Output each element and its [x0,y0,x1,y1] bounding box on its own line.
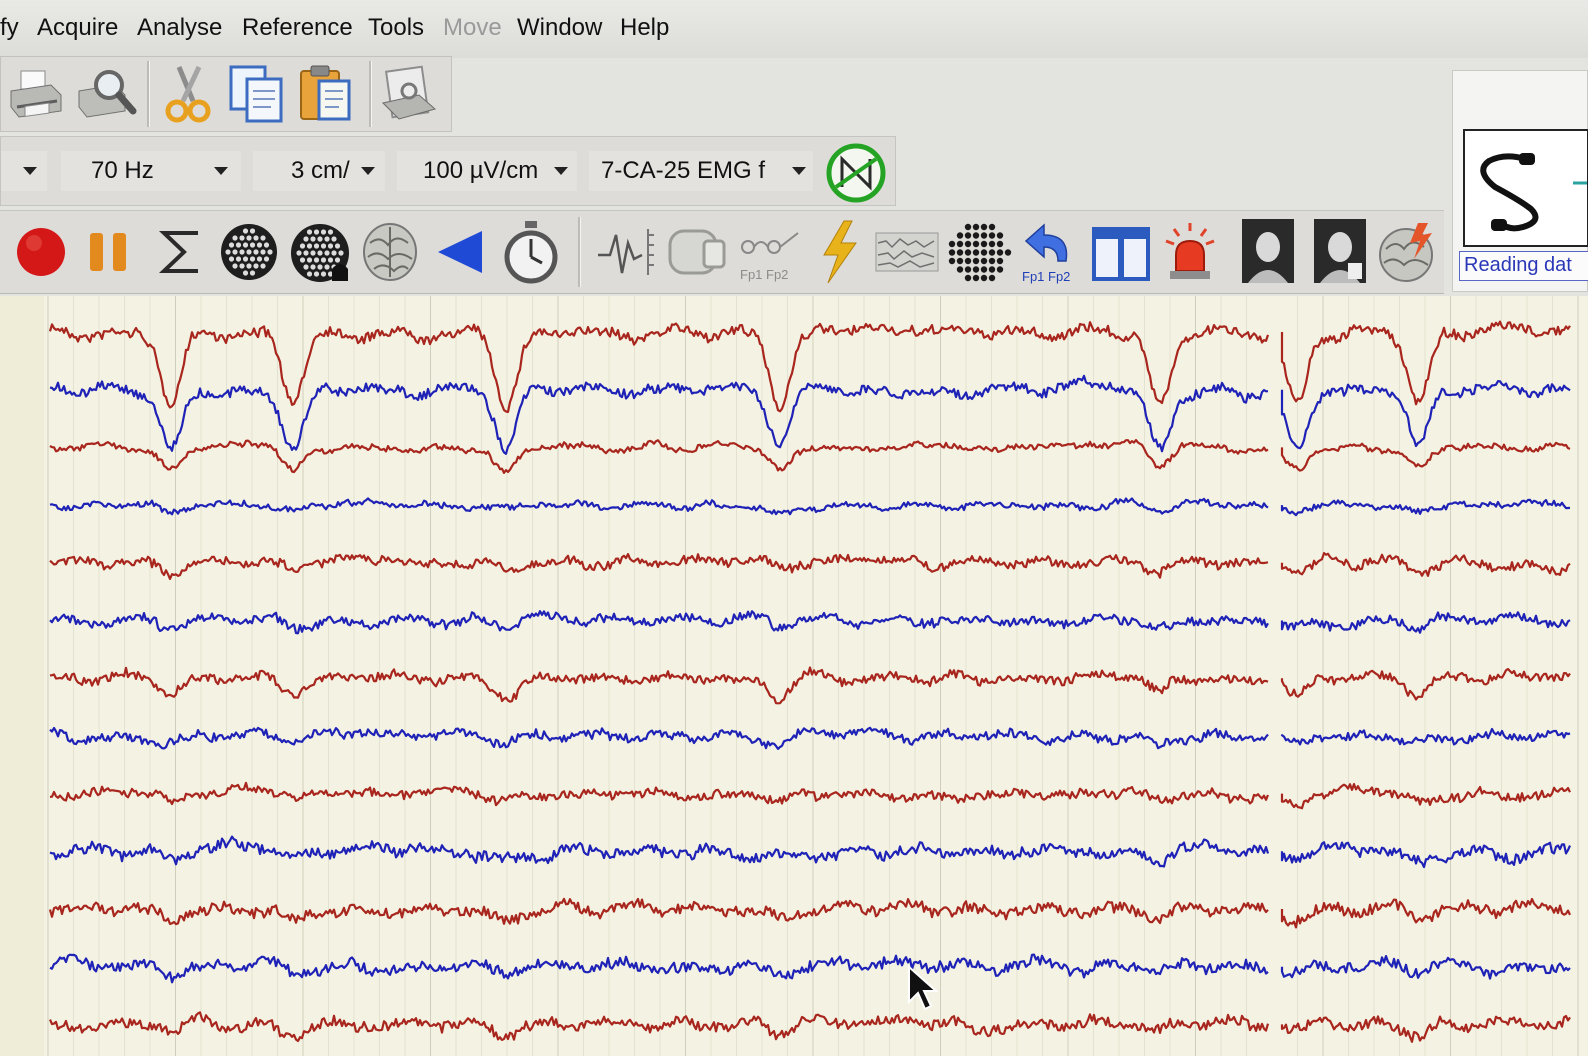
menu-tools[interactable]: Tools [368,14,425,41]
waveform-icon[interactable] [596,223,660,286]
eeg-channel-trace [49,374,1571,455]
acquisition-toolbar: Fp1 Fp2 Fp1 Fp2 [0,210,1444,294]
chevron-down-icon [361,167,375,175]
highcut-filter-value: 70 Hz [91,157,154,184]
rereference-label: Fp1 Fp2 [1022,269,1070,284]
electrode-pair-icon[interactable]: Fp1 Fp2 [734,223,804,288]
sensitivity-dropdown[interactable]: 100 µV/cm [397,151,577,191]
sensitivity-value: 100 µV/cm [423,157,539,184]
pause-icon[interactable] [84,227,134,282]
eeg-channel-trace [49,552,1571,580]
electrode-cap-icon[interactable] [218,221,280,288]
chevron-down-icon [23,167,37,175]
eeg-channel-trace [48,320,1571,413]
print-icon[interactable] [7,65,63,128]
rereference-icon[interactable]: Fp1 Fp2 [1018,221,1080,290]
menu-analyse[interactable]: Analyse [137,14,223,41]
stopwatch-icon[interactable] [500,219,562,290]
electrode-grid-icon[interactable] [946,221,1012,290]
eeg-channel-trace [49,497,1571,517]
paper-speed-value: 3 cm/ [291,157,350,184]
paper-speed-dropdown[interactable]: 3 cm/ [253,151,385,191]
menu-move[interactable]: Move [443,14,502,41]
menu-window[interactable]: Window [517,14,603,41]
chevron-down-icon [792,167,806,175]
eeg-channel-trace [49,610,1571,635]
eeg-trace-area[interactable] [0,296,1588,1056]
cable-icon [1463,129,1588,247]
eeg-channel-trace [48,897,1571,929]
lowcut-dropdown[interactable] [1,151,47,191]
electrode-pair-label: Fp1 Fp2 [740,267,788,282]
eeg-channel-trace [49,835,1572,869]
menu-acquire[interactable]: Acquire [37,14,119,41]
eeg-traces [0,296,1579,1056]
brain-icon[interactable] [360,221,420,288]
menu-help[interactable]: Help [620,14,670,41]
back-arrow-icon[interactable] [432,227,488,282]
chevron-down-icon [214,167,228,175]
eeg-channel-trace [49,953,1571,984]
impedance-icon[interactable] [664,221,730,288]
acquisition-status-panel: Reading dat [1452,70,1588,292]
cut-icon[interactable] [159,63,215,130]
standard-toolbar [0,56,452,132]
display-settings-bar: 70 Hz 3 cm/ 100 µV/cm 7-CA-25 EMG f [0,136,896,206]
chevron-down-icon [554,167,568,175]
eeg-channel-trace [49,781,1571,810]
status-text: Reading dat [1459,251,1588,281]
montage-value: 7-CA-25 EMG f [601,157,766,184]
eeg-channel-trace [49,439,1571,474]
electrode-cap-event-icon[interactable] [288,221,352,290]
menu-reference[interactable]: Reference [242,14,353,41]
menu-bar: fy Acquire Analyse Reference Tools Move … [0,0,1588,58]
menu-modify[interactable]: fy [0,14,19,41]
brain-map-icon[interactable] [1376,219,1438,290]
eeg-channel-trace [49,666,1571,705]
record-icon[interactable] [12,223,70,286]
book-icon[interactable] [1090,223,1152,288]
alarm-icon[interactable] [1160,221,1220,288]
eeg-channel-trace [48,1011,1571,1043]
montage-dropdown[interactable]: 7-CA-25 EMG f [589,151,813,191]
video-2-icon[interactable] [1312,217,1368,290]
print-preview-icon[interactable] [75,65,137,128]
video-icon[interactable] [1240,217,1296,290]
flash-stimulus-icon[interactable] [810,219,866,290]
paste-icon[interactable] [297,63,357,130]
notch-filter-icon[interactable] [825,142,887,209]
eeg-channel-trace [49,726,1571,750]
sum-icon[interactable] [154,225,208,284]
highcut-filter-dropdown[interactable]: 70 Hz [61,151,241,191]
copy-icon[interactable] [227,63,287,130]
eeg-strip-icon[interactable] [874,227,940,282]
page-setup-icon[interactable] [379,63,441,130]
